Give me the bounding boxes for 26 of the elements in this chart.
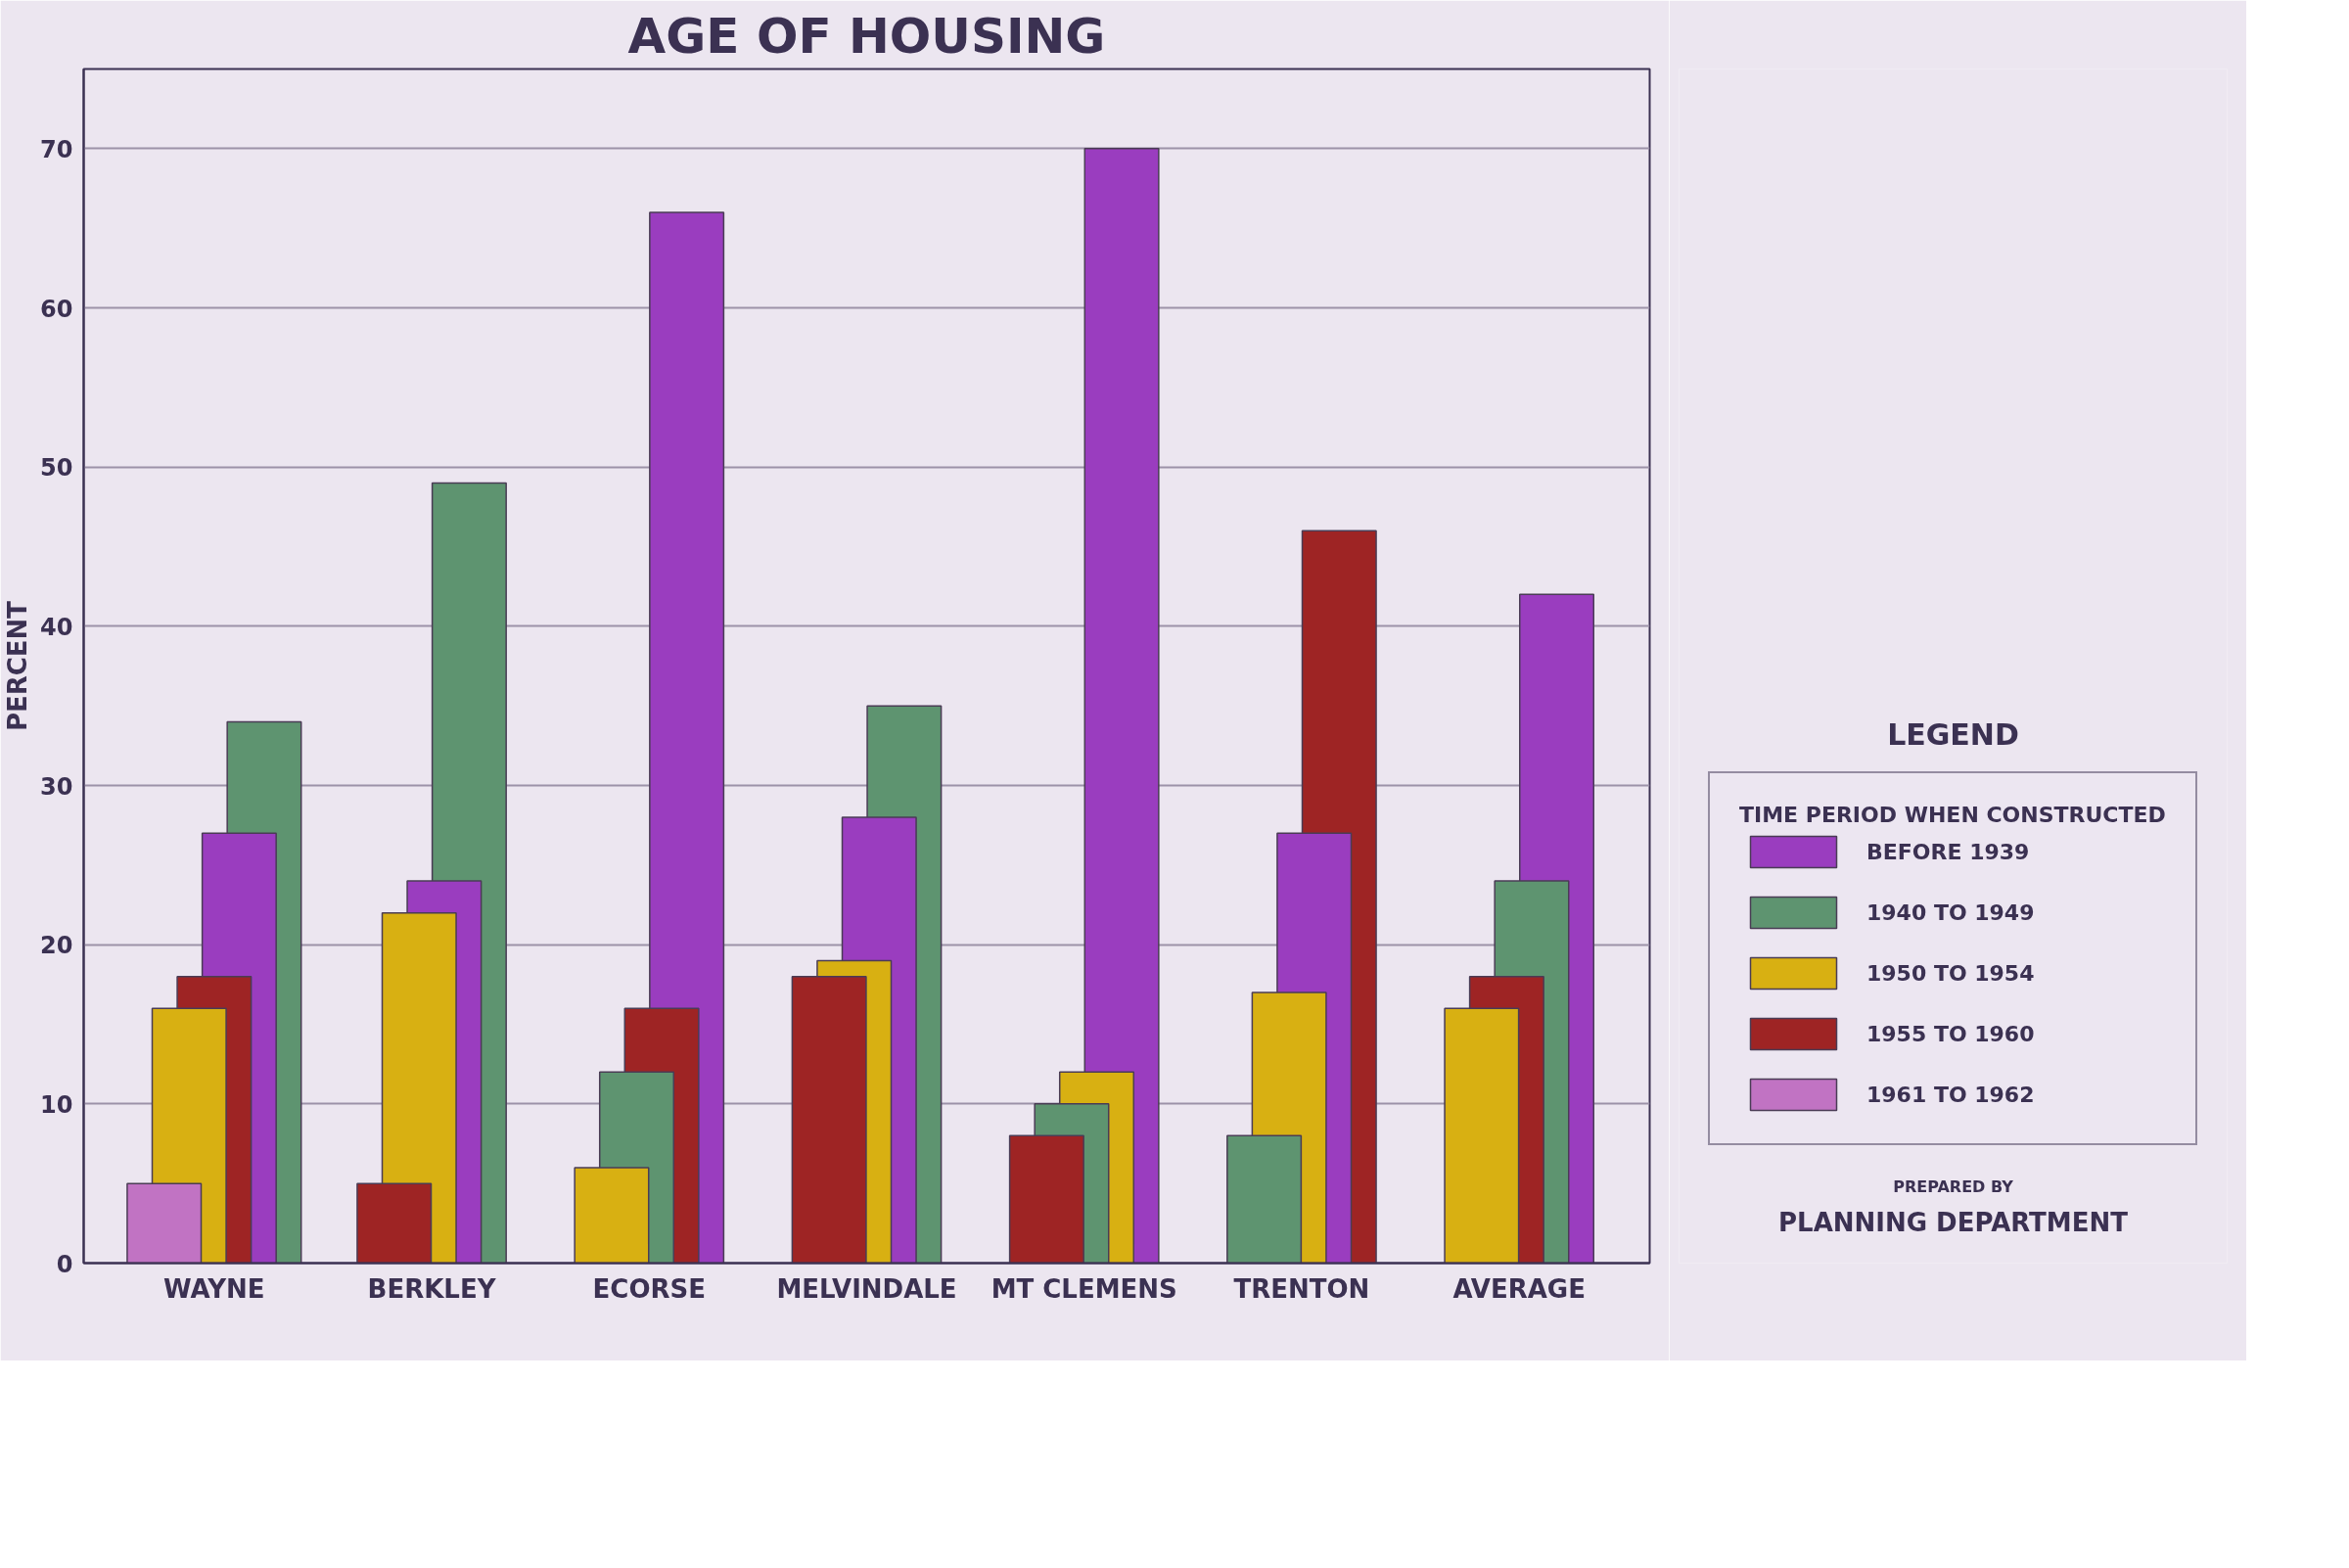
x-tick-label: TRENTON xyxy=(1233,1273,1370,1304)
y-tick-label: 30 xyxy=(40,772,73,801)
x-tick-label: BERKLEY xyxy=(367,1273,497,1304)
legend-label: 1955 TO 1960 xyxy=(1866,1021,2035,1046)
text: PREPARED BY xyxy=(1893,1177,2014,1196)
text: LEGEND xyxy=(1887,717,2019,752)
x-tick-label: AVERAGE xyxy=(1452,1273,1586,1304)
y-tick-label: 0 xyxy=(56,1250,73,1278)
chart-title: AGE OF HOUSING xyxy=(627,7,1106,65)
x-tick-label: MELVINDALE xyxy=(776,1273,957,1304)
y-tick-label: 10 xyxy=(40,1090,73,1119)
y-tick-label: 70 xyxy=(40,135,73,163)
legend-label: 1940 TO 1949 xyxy=(1866,899,2035,925)
legend-label: BEFORE 1939 xyxy=(1866,839,2030,864)
y-tick-label: 40 xyxy=(40,613,73,641)
y-tick-label: 60 xyxy=(40,295,73,323)
x-tick-label: WAYNE xyxy=(163,1273,265,1304)
legend-label: 1961 TO 1962 xyxy=(1866,1082,2035,1107)
y-tick-label: 20 xyxy=(40,932,73,960)
legend-title: TIME PERIOD WHEN CONSTRUCTED xyxy=(1739,803,2166,827)
x-tick-label: MT CLEMENS xyxy=(990,1273,1177,1304)
text: PLANNING DEPARTMENT xyxy=(1778,1207,2129,1237)
legend-label: 1950 TO 1954 xyxy=(1866,960,2035,986)
x-tick-label: ECORSE xyxy=(592,1273,707,1304)
y-tick-label: 50 xyxy=(40,454,73,483)
y-axis-title: PERCENT xyxy=(3,600,33,732)
